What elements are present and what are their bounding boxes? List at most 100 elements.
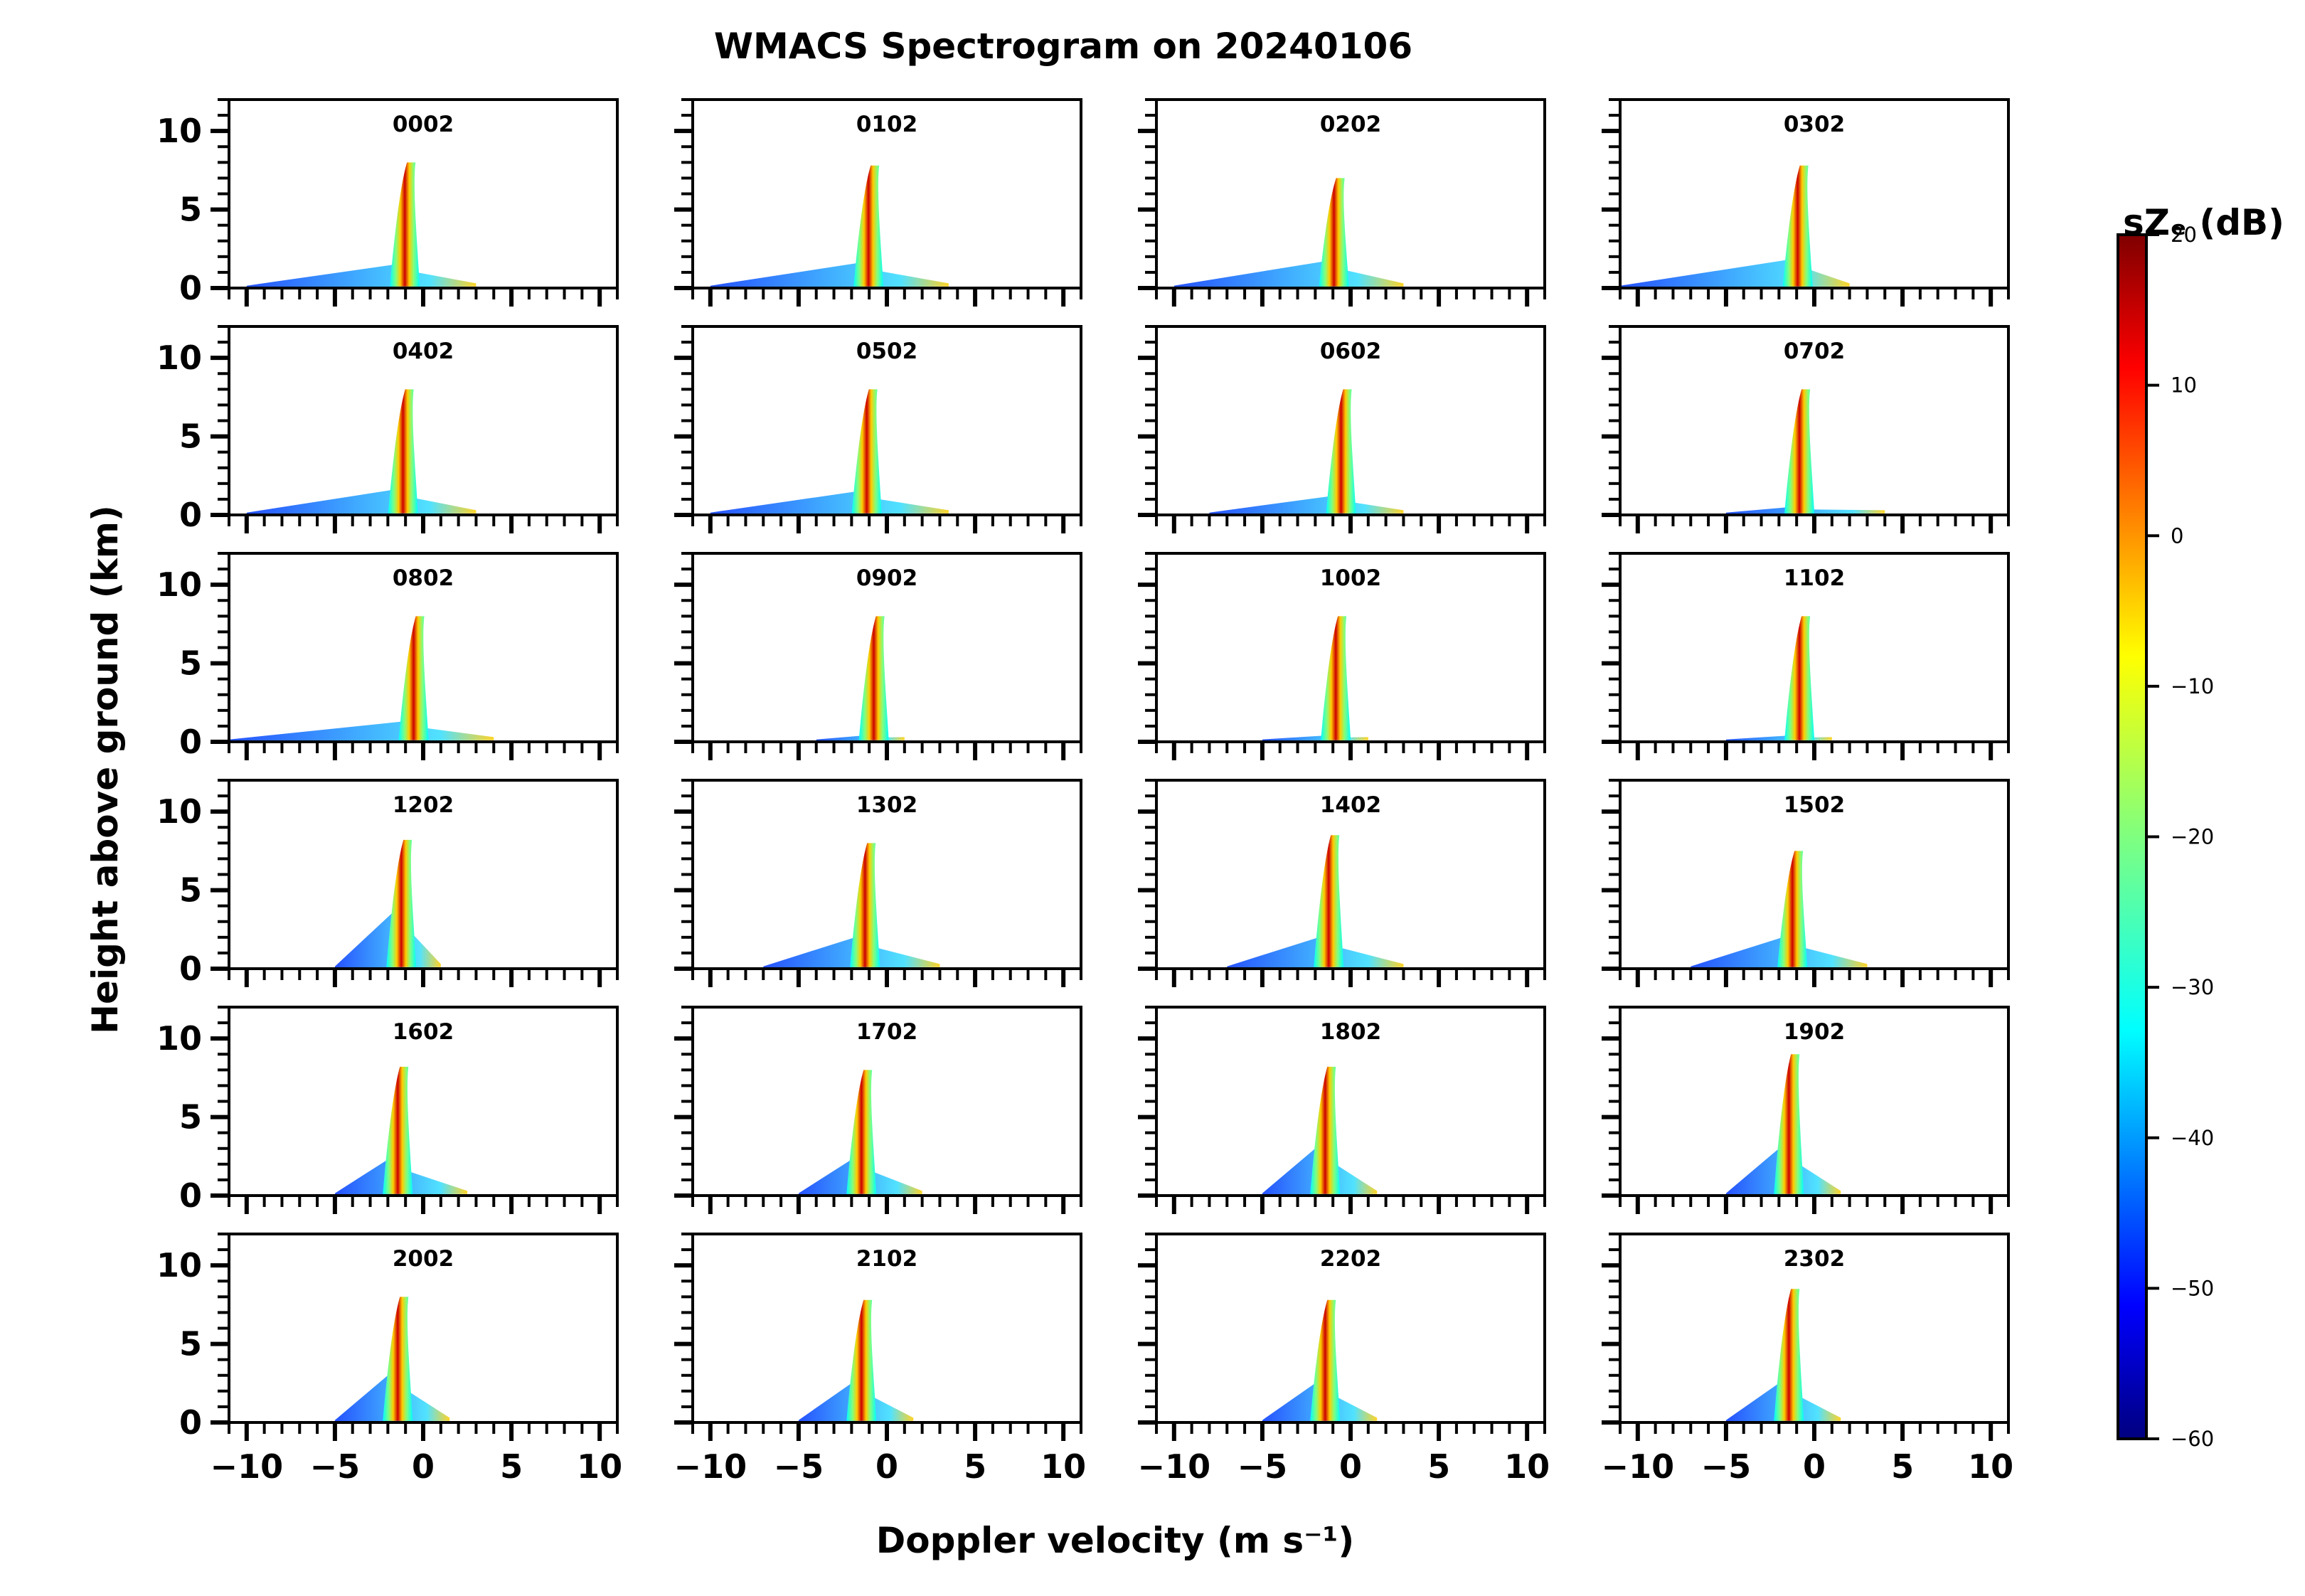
panel-time-label: 0802: [393, 565, 454, 591]
panel-2102: 2102 −10 −5 0 5 10: [674, 1233, 1086, 1486]
panel-0402: 0402 0 5 10: [156, 325, 619, 534]
panel-time-label: 2202: [1320, 1246, 1381, 1272]
low-level-echo-band: [710, 491, 949, 514]
low-level-echo-band: [229, 721, 494, 741]
colorbar-tick-label: −10: [2171, 674, 2214, 698]
y-tick-label: 5: [179, 871, 202, 910]
panel-time-label: 1802: [1320, 1019, 1381, 1045]
colorbar-label: sZₑ (dB): [2123, 202, 2284, 243]
spectral-core: [388, 389, 418, 514]
spectral-core: [386, 839, 417, 967]
panel-time-label: 1202: [393, 792, 454, 818]
panel-0802: 0802 0 5 10: [156, 552, 619, 761]
spectral-core: [1774, 1054, 1804, 1194]
x-axis-label: Doppler velocity (m s⁻¹): [876, 1520, 1355, 1561]
y-tick-label: 0: [179, 949, 202, 988]
colorbar-tick-label: 20: [2171, 223, 2197, 247]
panel-1702: 1702: [674, 1006, 1082, 1214]
figure-title: WMACS Spectrogram on 20240106: [714, 26, 1412, 67]
panel-1802: 1802: [1138, 1006, 1546, 1214]
colorbar-tick-label: −50: [2171, 1276, 2214, 1300]
panel-time-label: 1402: [1320, 792, 1381, 818]
panel-1902: 1902: [1602, 1006, 2010, 1214]
spectral-core: [1321, 616, 1351, 740]
panel-time-label: 1502: [1784, 792, 1845, 818]
spectral-core: [858, 616, 889, 740]
y-tick-label: 10: [156, 112, 202, 150]
spectral-core: [853, 165, 884, 287]
x-tick-label: 5: [500, 1447, 523, 1486]
y-tick-label: 10: [156, 792, 202, 831]
x-tick-label: −5: [1237, 1447, 1288, 1486]
panel-1302: 1302: [674, 779, 1082, 987]
spectral-core: [1784, 389, 1815, 514]
spectral-core: [1782, 165, 1813, 287]
x-tick-label: 10: [1504, 1447, 1550, 1486]
x-tick-label: −10: [1602, 1447, 1675, 1486]
y-tick-label: 5: [179, 1098, 202, 1137]
spectral-core: [1310, 1066, 1341, 1194]
low-level-echo-band: [1620, 260, 1850, 287]
panel-time-label: 2002: [393, 1246, 454, 1272]
panel-1002: 1002: [1138, 552, 1546, 760]
panel-time-label: 2302: [1784, 1246, 1845, 1272]
panel-2202: 2202 −10 −5 0 5 10: [1138, 1233, 1550, 1486]
panel-1402: 1402: [1138, 779, 1546, 987]
panel-time-label: 1102: [1784, 565, 1845, 591]
panel-time-label: 0202: [1320, 112, 1381, 137]
panel-0102: 0102: [674, 98, 1082, 307]
low-level-echo-band: [1209, 496, 1404, 514]
x-tick-label: −10: [211, 1447, 284, 1486]
panel-0002: 0002 0 5 10: [156, 98, 619, 307]
x-tick-label: 0: [1803, 1447, 1826, 1486]
spectral-core: [851, 389, 882, 514]
spectral-core: [846, 1070, 877, 1194]
y-tick-label: 0: [179, 269, 202, 307]
panel-time-label: 0102: [856, 112, 917, 137]
x-tick-label: 10: [577, 1447, 622, 1486]
panel-0502: 0502: [674, 325, 1082, 533]
y-tick-label: 10: [156, 339, 202, 377]
spectral-core: [1319, 178, 1349, 287]
spectral-core: [846, 1299, 877, 1421]
x-tick-label: −5: [1701, 1447, 1752, 1486]
x-tick-label: 10: [1040, 1447, 1086, 1486]
colorbar-tick-label: −20: [2171, 825, 2214, 849]
x-tick-label: 5: [964, 1447, 986, 1486]
colorbar-tick-label: −30: [2171, 975, 2214, 999]
y-tick-label: 10: [156, 565, 202, 604]
y-tick-label: 0: [179, 1176, 202, 1215]
y-tick-label: 5: [179, 191, 202, 229]
y-tick-label: 10: [156, 1246, 202, 1284]
x-tick-label: 0: [1339, 1447, 1362, 1486]
low-level-echo-band: [246, 264, 477, 287]
x-tick-label: 10: [1968, 1447, 2013, 1486]
y-tick-label: 5: [179, 1325, 202, 1363]
x-tick-label: 5: [1427, 1447, 1450, 1486]
colorbar-tick-label: 10: [2171, 373, 2197, 398]
panel-0902: 0902: [674, 552, 1082, 760]
panel-time-label: 2102: [856, 1246, 917, 1272]
panel-time-label: 0502: [856, 339, 917, 364]
spectral-core: [1314, 835, 1344, 967]
x-tick-label: 5: [1891, 1447, 1914, 1486]
spectral-core: [1774, 1289, 1804, 1421]
spectral-core: [1326, 389, 1356, 514]
panel-grid: 0002 0 5 10 0102 0202 0302 0402 0 5 10 0502 0602 0702…: [156, 98, 2013, 1486]
panel-time-label: 1602: [393, 1019, 454, 1045]
panel-0602: 0602: [1138, 325, 1546, 533]
y-axis-label: Height above ground (km): [85, 505, 126, 1034]
panel-time-label: 0602: [1320, 339, 1381, 364]
spectral-core: [398, 616, 429, 740]
panel-1202: 1202 0 5 10: [156, 779, 619, 988]
low-level-echo-band: [710, 262, 949, 287]
colorbar: sZₑ (dB) 20 10 0 −10 −20 −30 −40 −50 −60: [2117, 202, 2284, 1451]
panel-2002: 2002 0 5 10 −10 −5 0 5 10: [156, 1233, 622, 1486]
spectral-core: [383, 1066, 413, 1194]
panel-time-label: 0302: [1784, 112, 1845, 137]
panel-time-label: 0402: [393, 339, 454, 364]
y-tick-label: 5: [179, 644, 202, 683]
x-tick-label: −5: [774, 1447, 824, 1486]
low-level-echo-band: [1173, 261, 1404, 287]
y-tick-label: 0: [179, 723, 202, 761]
